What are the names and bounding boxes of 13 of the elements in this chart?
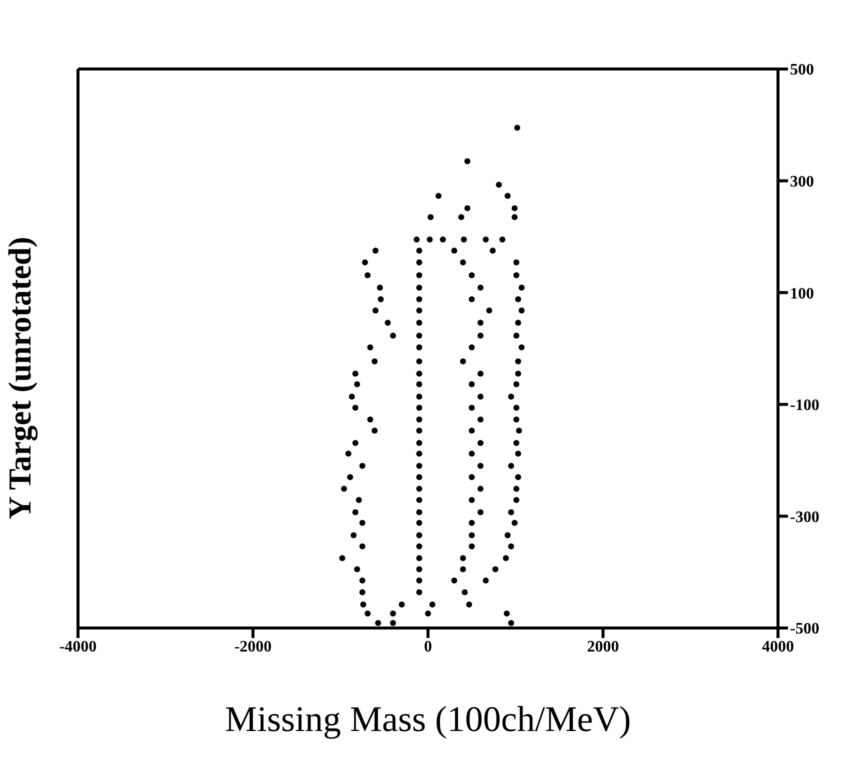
y-tick-label: -100 — [790, 397, 820, 414]
x-tick-label: 2000 — [587, 638, 619, 656]
x-tick-label: 0 — [424, 638, 432, 656]
y-axis-title: Y Target (unrotated) — [2, 236, 38, 520]
y-tick-label: -300 — [790, 508, 820, 526]
x-tick-label: 4000 — [762, 638, 794, 656]
y-tick-label: -500 — [790, 620, 820, 638]
x-tick-label: -4000 — [59, 638, 97, 656]
y-tick-label: 100 — [790, 285, 814, 302]
y-tick-label: 300 — [790, 173, 814, 190]
x-tick-label: -2000 — [234, 638, 272, 656]
x-axis-title: Missing Mass (100ch/MeV) — [224, 698, 632, 740]
y-tick-label: 500 — [790, 62, 814, 79]
